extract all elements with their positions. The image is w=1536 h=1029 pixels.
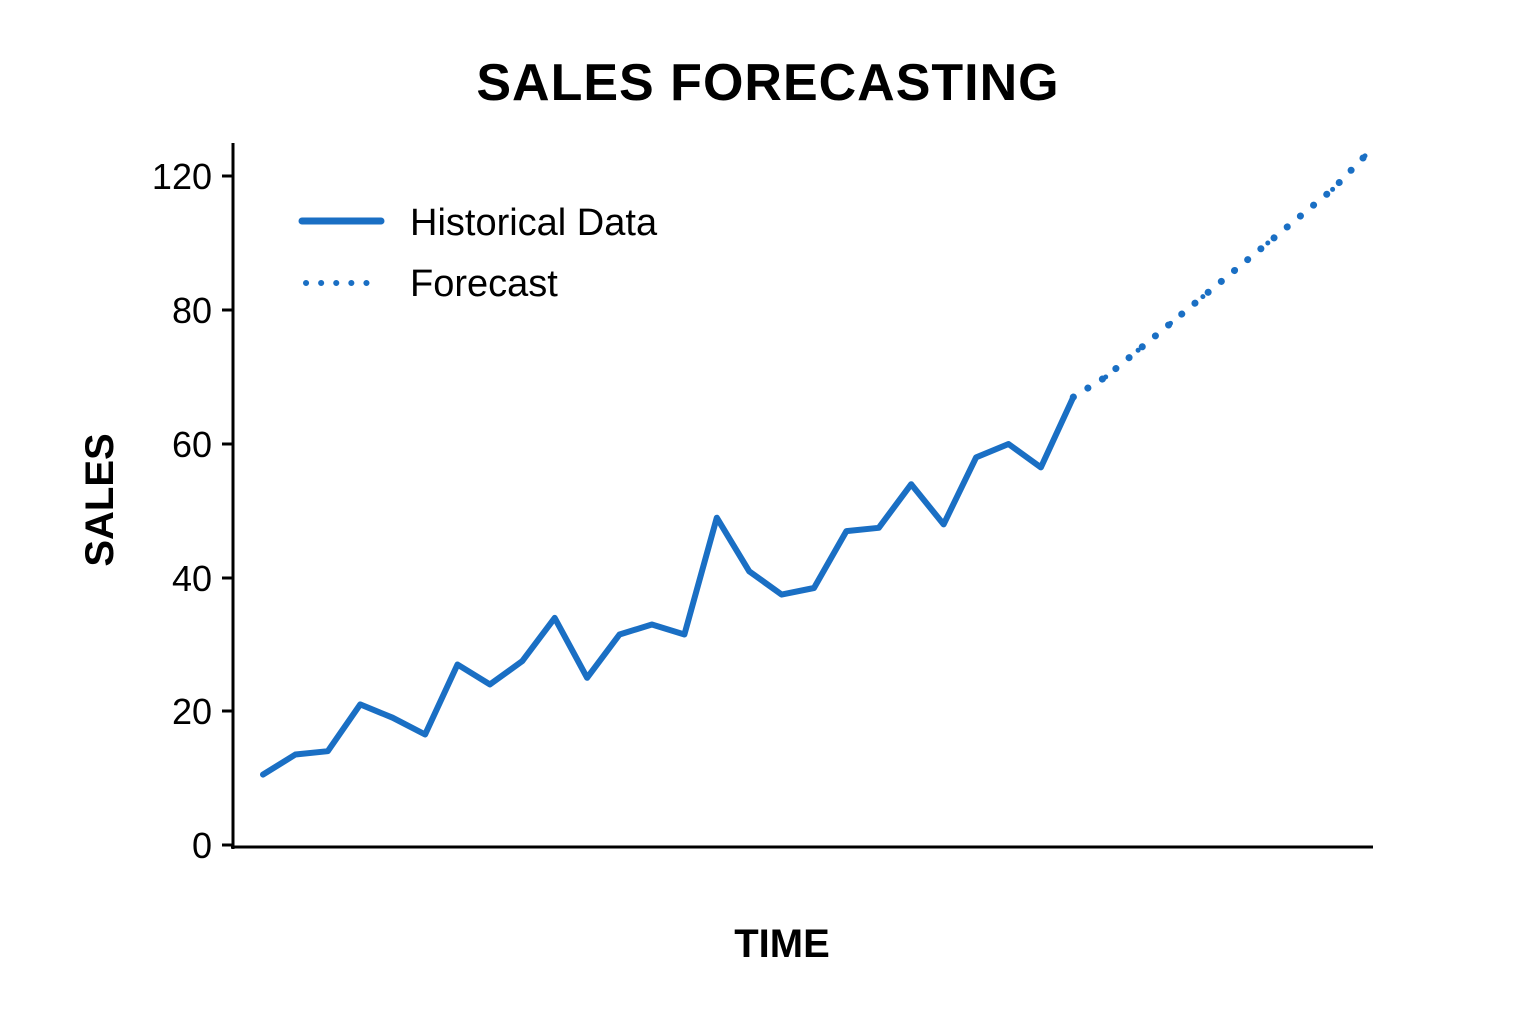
series-layer <box>260 152 1369 778</box>
historical-data-point <box>973 454 979 460</box>
historical-data-point <box>325 748 331 754</box>
historical-data-point <box>681 632 687 637</box>
historical-data-point <box>292 752 298 757</box>
historical-data-point <box>746 568 752 574</box>
y-tick-label: 40 <box>172 558 212 599</box>
forecast-data-point <box>1103 374 1109 380</box>
historical-data-point <box>455 662 460 667</box>
forecast-data-point <box>1330 186 1336 192</box>
y-tick-label: 120 <box>152 156 212 197</box>
y-tick-label: 60 <box>172 424 212 465</box>
x-axis-title: TIME <box>734 922 830 966</box>
historical-data-point <box>843 528 849 534</box>
forecast-data-point <box>1232 267 1238 273</box>
historical-data-point <box>390 715 396 721</box>
forecast-data-point <box>1168 320 1173 326</box>
forecast-data-point <box>1200 294 1206 300</box>
y-axis-ticks: 0 20 40 60 80 120 <box>152 156 233 866</box>
historical-data-point <box>357 701 363 707</box>
y-axis-title: SALES <box>78 433 122 566</box>
historical-data-point <box>779 592 785 598</box>
historical-data-point <box>649 622 655 627</box>
historical-data-point <box>422 732 428 737</box>
forecast-data-point <box>1070 394 1076 400</box>
series-line-historical <box>260 394 1077 778</box>
historical-data-point <box>941 521 947 527</box>
legend-label-forecast: Forecast <box>410 263 558 305</box>
legend: Historical Data Forecast <box>298 202 658 305</box>
historical-data-point <box>260 772 266 778</box>
legend-label-historical: Historical Data <box>410 202 658 244</box>
historical-data-point <box>714 515 720 521</box>
historical-data-point <box>1006 441 1011 447</box>
historical-data-point <box>519 658 525 664</box>
chart-title: SALES FORECASTING <box>476 54 1059 112</box>
y-tick-label: 80 <box>172 290 212 331</box>
forecast-data-point <box>1297 213 1303 219</box>
historical-data-point <box>908 481 914 487</box>
historical-data-point <box>876 525 882 531</box>
historical-data-point <box>552 615 558 621</box>
y-tick-label: 0 <box>192 825 212 866</box>
forecast-data-point <box>1135 347 1141 353</box>
historical-data-point <box>1038 464 1044 470</box>
series-line-forecast <box>1069 152 1369 401</box>
forecast-data-point <box>1265 240 1271 246</box>
historical-data-point <box>811 585 817 591</box>
y-tick-label: 20 <box>172 691 212 732</box>
historical-data-point <box>584 675 590 681</box>
forecast-data-point <box>1362 153 1368 159</box>
historical-data-point <box>487 681 493 687</box>
historical-data-point <box>617 632 622 637</box>
